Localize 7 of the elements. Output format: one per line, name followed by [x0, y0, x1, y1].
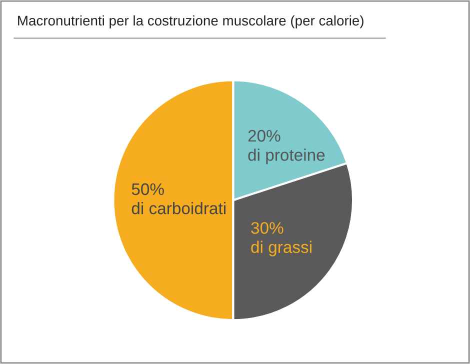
slice-label: di grassi — [251, 240, 312, 256]
chart-title: Macronutrienti per la costruzione muscolare (per calorie) — [18, 15, 364, 28]
slice-label: di carboidrati — [132, 202, 226, 214]
data-label: 30% — [251, 222, 284, 234]
data-label: 20% — [248, 130, 280, 142]
data-label: 50% — [132, 183, 164, 196]
slice-label: di proteine — [248, 148, 325, 164]
